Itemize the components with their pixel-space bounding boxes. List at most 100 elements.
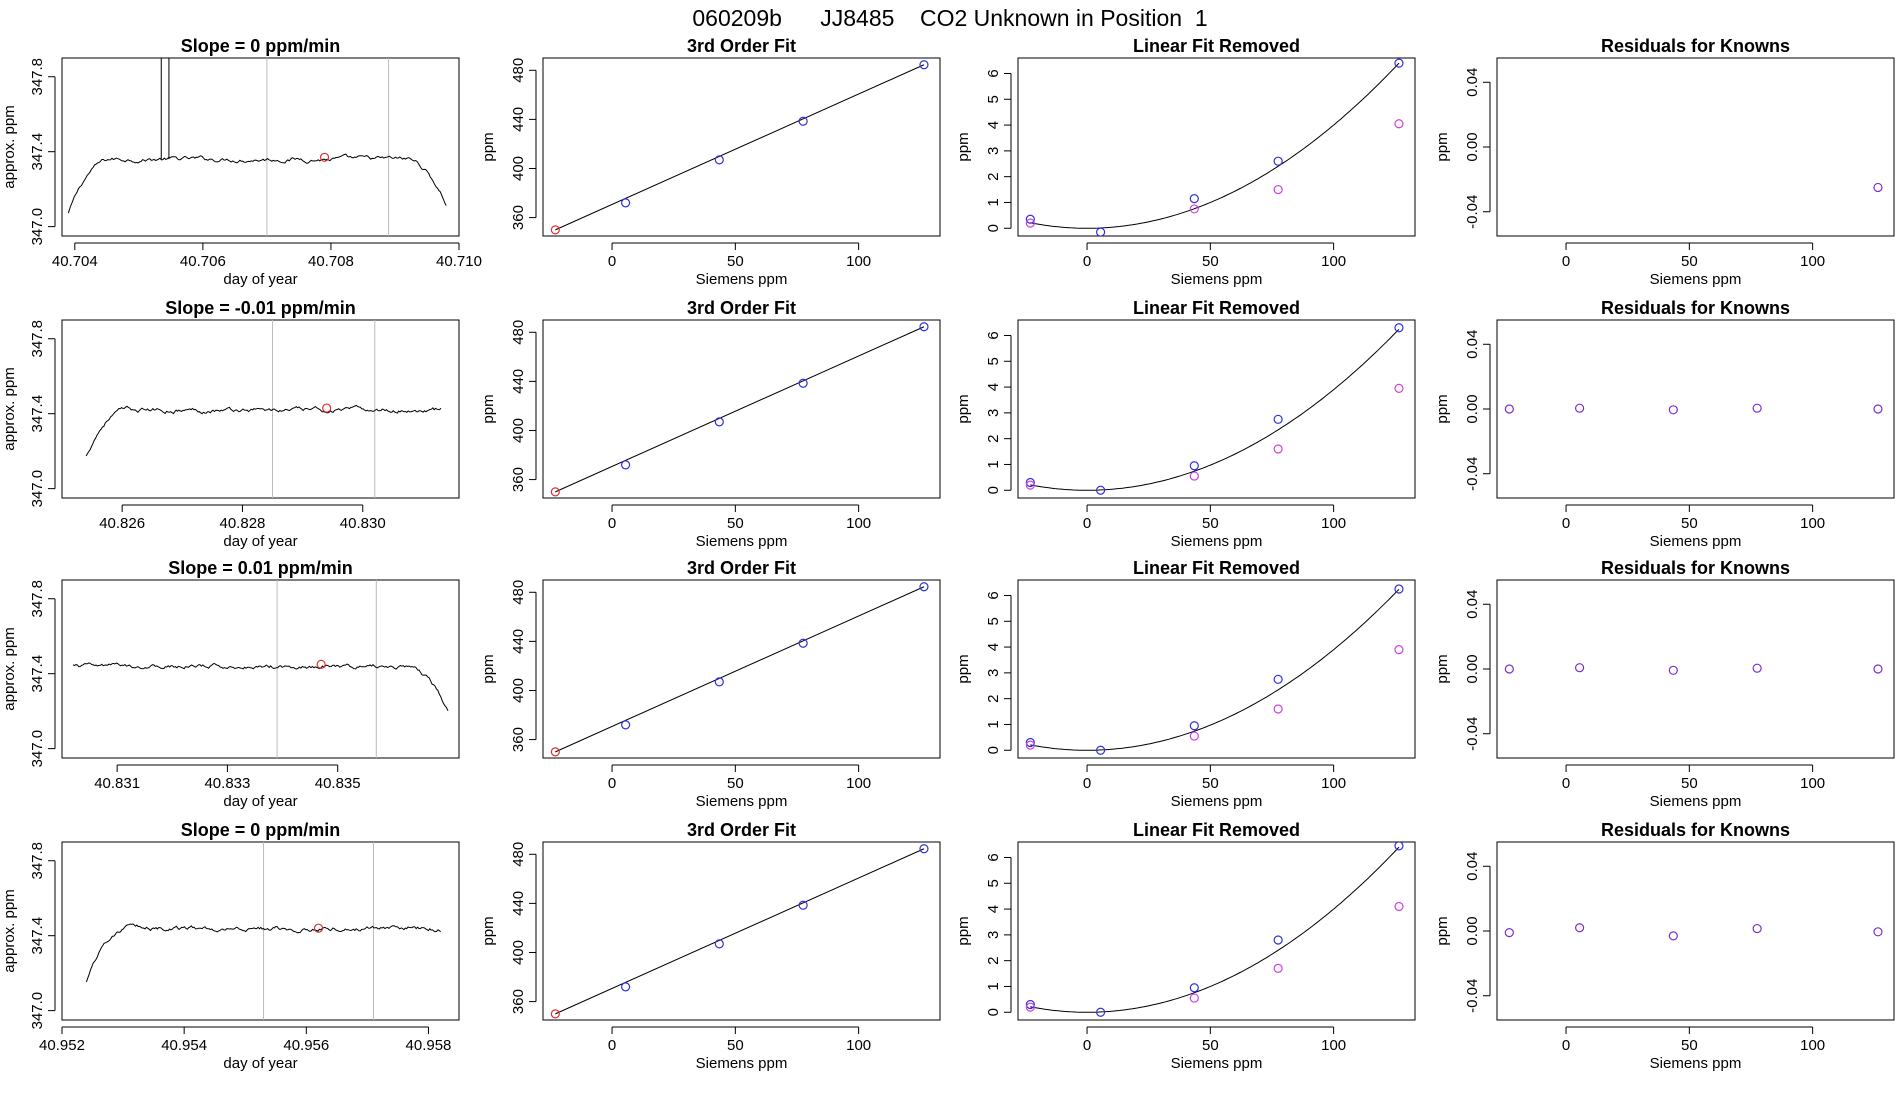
y-tick-label: 1 bbox=[985, 198, 1002, 206]
plot-data bbox=[1873, 182, 1883, 193]
y-tick-label: 360 bbox=[510, 205, 527, 230]
panel-r3-c0: Slope = 0 ppm/min 40.952 40.954 40.956 40.95… bbox=[1, 820, 460, 1072]
y-tick-label: 0 bbox=[985, 486, 1002, 494]
y-tick-label: 5 bbox=[985, 95, 1002, 103]
y-tick-label: -0.04 bbox=[1464, 195, 1481, 229]
data-point bbox=[1394, 901, 1404, 912]
x-tick-label: 40.954 bbox=[161, 1037, 207, 1054]
x-tick-label: 100 bbox=[1800, 775, 1825, 792]
panel-r3-c1: 3rd Order Fit 0 50 100 Siemens ppm 360 400 440 4… bbox=[480, 820, 941, 1072]
data-point bbox=[919, 60, 929, 70]
y-tick-label: 6 bbox=[985, 331, 1002, 339]
panel-r2-c3: Residuals for Knowns 0 50 100 Siemens ppm -0.… bbox=[1434, 558, 1895, 810]
plot-data bbox=[550, 60, 929, 235]
x-axis-label: day of year bbox=[223, 1055, 297, 1072]
plot-frame bbox=[542, 579, 941, 759]
x-tick-label: 50 bbox=[727, 253, 744, 270]
plot-data bbox=[85, 923, 441, 983]
y-tick-label: 0.00 bbox=[1464, 394, 1481, 423]
data-point bbox=[1504, 928, 1514, 938]
y-axis-label: ppm bbox=[480, 394, 497, 423]
x-axis-label: Siemens ppm bbox=[1171, 271, 1263, 288]
data-point bbox=[1873, 404, 1883, 414]
plot-frame bbox=[1496, 57, 1895, 237]
y-axis-label: approx. ppm bbox=[1, 367, 18, 450]
data-trace bbox=[85, 404, 442, 457]
y-tick-label: -0.04 bbox=[1464, 717, 1481, 751]
y-tick-label: 347.4 bbox=[29, 133, 46, 171]
panel-title: Residuals for Knowns bbox=[1601, 298, 1790, 318]
x-tick-label: 40.830 bbox=[340, 515, 386, 532]
y-tick-label: 3 bbox=[985, 409, 1002, 417]
data-point bbox=[1273, 414, 1283, 424]
y-tick-label: 6 bbox=[985, 69, 1002, 77]
figure-title: 060209b JJ8485 CO2 Unknown in Position 1 bbox=[692, 5, 1207, 31]
x-tick-label: 50 bbox=[1681, 253, 1698, 270]
data-point bbox=[550, 487, 560, 497]
plot-data bbox=[1025, 58, 1404, 236]
x-axis-label: Siemens ppm bbox=[1650, 533, 1742, 550]
y-tick-label: 400 bbox=[510, 940, 527, 965]
data-point bbox=[1189, 993, 1199, 1003]
y-tick-label: 0 bbox=[985, 746, 1002, 754]
x-tick-label: 40.710 bbox=[436, 253, 482, 270]
x-tick-label: 40.956 bbox=[283, 1037, 329, 1054]
data-point bbox=[1189, 204, 1199, 214]
x-tick-label: 0 bbox=[608, 1037, 616, 1054]
panel-r1-c2: Linear Fit Removed 0 50 100 Siemens ppm 0 1 2 3 4… bbox=[955, 298, 1416, 550]
data-point bbox=[798, 378, 808, 388]
plot-frame bbox=[61, 841, 460, 1021]
y-axis-label: ppm bbox=[480, 916, 497, 945]
x-tick-label: 40.835 bbox=[315, 775, 361, 792]
data-point bbox=[1504, 404, 1514, 414]
data-trace bbox=[67, 153, 447, 214]
y-tick-label: 347.4 bbox=[29, 655, 46, 693]
panel-title: Residuals for Knowns bbox=[1601, 36, 1790, 56]
plot-frame bbox=[542, 841, 941, 1021]
x-tick-label: 50 bbox=[1681, 775, 1698, 792]
data-point bbox=[1668, 405, 1678, 415]
y-tick-label: 0.00 bbox=[1464, 916, 1481, 945]
data-point bbox=[1394, 323, 1404, 333]
y-tick-label: 0 bbox=[985, 224, 1002, 232]
y-tick-label: 347.0 bbox=[29, 730, 46, 768]
y-tick-label: 0.04 bbox=[1464, 852, 1481, 881]
data-trace bbox=[85, 923, 441, 983]
y-axis-label: ppm bbox=[480, 654, 497, 683]
data-point bbox=[621, 460, 631, 470]
fit-line bbox=[555, 64, 925, 231]
y-tick-label: 1 bbox=[985, 460, 1002, 468]
panel-r2-c2: Linear Fit Removed 0 50 100 Siemens ppm 0 1 2 3 4… bbox=[955, 558, 1416, 810]
x-tick-label: 40.831 bbox=[94, 775, 140, 792]
y-tick-label: 440 bbox=[510, 629, 527, 654]
data-point bbox=[798, 116, 808, 126]
panel-r0-c2: Linear Fit Removed 0 50 100 Siemens ppm 0 1 2 3 4… bbox=[955, 36, 1416, 288]
x-tick-label: 40.958 bbox=[406, 1037, 452, 1054]
plot-frame bbox=[1017, 319, 1416, 499]
y-tick-label: 400 bbox=[510, 678, 527, 703]
data-point bbox=[1025, 999, 1035, 1010]
data-point bbox=[1668, 931, 1678, 941]
data-point bbox=[1394, 645, 1404, 655]
panel-r0-c1: 3rd Order Fit 0 50 100 Siemens ppm 360 400 440 4… bbox=[480, 36, 941, 288]
x-tick-label: 0 bbox=[1562, 515, 1570, 532]
data-point bbox=[1025, 480, 1035, 490]
y-axis-label: ppm bbox=[955, 394, 972, 423]
x-tick-label: 40.706 bbox=[180, 253, 226, 270]
plot-data bbox=[1504, 403, 1883, 415]
x-tick-label: 0 bbox=[1562, 253, 1570, 270]
data-point bbox=[1575, 663, 1585, 673]
data-point bbox=[919, 844, 929, 854]
plot-frame bbox=[61, 319, 460, 499]
y-tick-label: 6 bbox=[985, 591, 1002, 599]
y-tick-label: 5 bbox=[985, 617, 1002, 625]
x-tick-label: 100 bbox=[846, 1037, 871, 1054]
data-point bbox=[1752, 663, 1762, 673]
plot-frame bbox=[1017, 57, 1416, 237]
data-point bbox=[313, 923, 324, 933]
x-axis-label: Siemens ppm bbox=[1650, 793, 1742, 810]
y-tick-label: 360 bbox=[510, 989, 527, 1014]
panel-title: Linear Fit Removed bbox=[1133, 36, 1300, 56]
fit-line bbox=[555, 848, 925, 1015]
